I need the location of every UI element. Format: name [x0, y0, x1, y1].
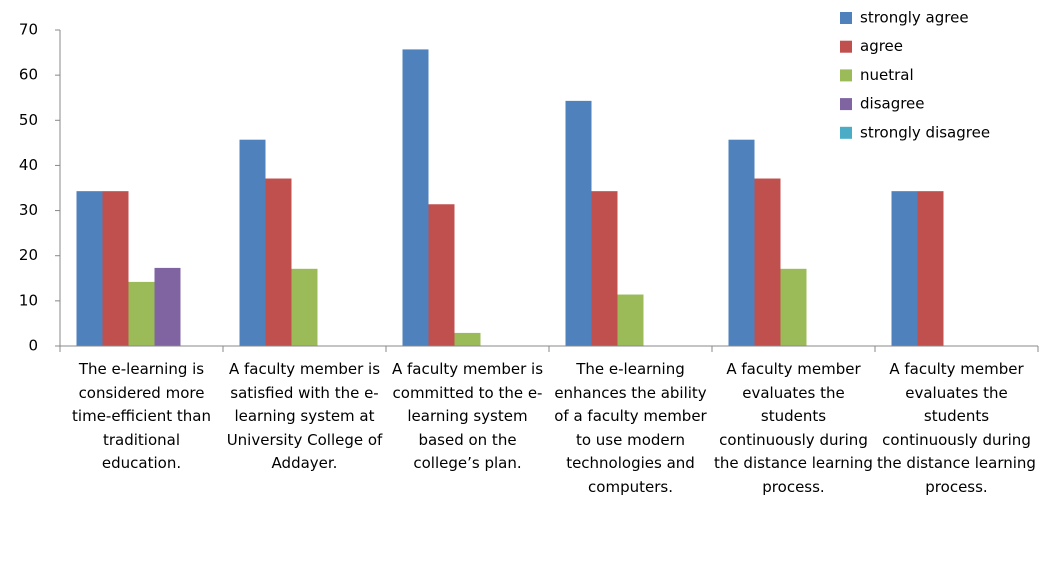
bar: [454, 332, 481, 346]
legend-label: strongly agree: [860, 9, 969, 27]
bar: [402, 49, 429, 346]
bar: [780, 268, 807, 346]
bar: [565, 100, 592, 346]
y-tick-label: 10: [19, 291, 38, 309]
y-tick-label: 0: [28, 337, 38, 355]
bar: [591, 191, 618, 346]
x-tick-label: A faculty member evaluates the students …: [714, 360, 873, 496]
x-tick-label: A faculty member is satisfied with the e…: [226, 360, 383, 472]
legend-label: nuetral: [860, 66, 914, 84]
bar: [265, 178, 292, 346]
y-tick-label: 60: [19, 66, 38, 84]
x-tick-label: The e-learning is considered more time-e…: [72, 360, 211, 472]
y-tick-label: 20: [19, 246, 38, 264]
legend-label: agree: [860, 37, 903, 55]
bar: [76, 191, 103, 346]
y-tick-label: 30: [19, 201, 38, 219]
legend-swatch: [840, 40, 852, 53]
legend-label: strongly disagree: [860, 123, 990, 141]
bar: [239, 139, 266, 346]
legend-label: disagree: [860, 95, 925, 113]
bar: [291, 268, 318, 346]
bar: [617, 294, 644, 346]
bar: [428, 204, 455, 346]
legend-swatch: [840, 69, 852, 82]
bar: [754, 178, 781, 346]
x-tick-label: A faculty member evaluates the students …: [877, 360, 1036, 496]
y-tick-label: 50: [19, 111, 38, 129]
bar: [891, 191, 918, 346]
legend-swatch: [840, 98, 852, 111]
bar: [128, 281, 155, 346]
y-tick-label: 40: [19, 156, 38, 174]
bar: [728, 139, 755, 346]
y-tick-label: 70: [19, 21, 38, 39]
bar: [917, 191, 944, 346]
x-tick-label: The e-learning enhances the ability of a…: [554, 360, 707, 496]
bar: [154, 267, 181, 346]
legend-swatch: [840, 12, 852, 24]
legend-swatch: [840, 126, 852, 139]
bar: [102, 191, 129, 346]
x-tick-label: A faculty member is committed to the e-l…: [391, 360, 544, 472]
